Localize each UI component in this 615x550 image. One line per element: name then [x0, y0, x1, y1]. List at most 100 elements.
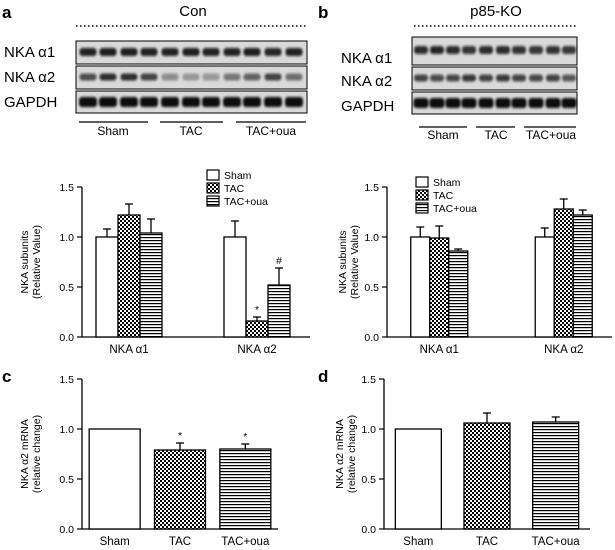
blot-band	[446, 46, 460, 54]
blot-band	[285, 97, 303, 107]
x-category-label: TAC	[476, 536, 498, 548]
y-tick-label: 0.0	[364, 332, 379, 344]
legend-label-sham: Sham	[433, 177, 461, 189]
bar-tac-nka-1	[429, 237, 450, 338]
x-category-label: NKA α1	[420, 344, 459, 356]
legend-label-tac: TAC	[433, 190, 454, 202]
x-category-label: Sham	[403, 536, 433, 548]
bar-tac	[463, 422, 511, 530]
significance-mark: *	[255, 304, 259, 316]
bar-tac-oua	[532, 421, 580, 530]
blot-band	[545, 98, 561, 108]
x-category-label: NKA α2	[237, 344, 276, 356]
panel-letter-c: c	[2, 367, 11, 386]
blot-label-nka-a1: NKA α1	[341, 50, 392, 67]
blot-band	[182, 48, 200, 56]
bar-sham-nka-1	[410, 236, 431, 338]
panel-letter-a: a	[2, 3, 12, 22]
blot-band	[223, 73, 241, 81]
x-category-label: NKA α2	[544, 344, 583, 356]
bar-tac-oua-nka-1	[448, 250, 469, 338]
legend-label-tac-oua: TAC+oua	[433, 203, 477, 215]
y-axis-label-line1: NKA α2 mRNA	[19, 419, 31, 489]
blot-band	[264, 97, 282, 107]
bar-sham-nka-2	[534, 236, 555, 338]
western-blot-image	[75, 40, 308, 114]
bar-tac-nka-2	[553, 208, 574, 338]
blot-band	[202, 73, 220, 81]
blot-band	[223, 48, 241, 56]
y-axis-label-line2: (Relative Value)	[349, 225, 361, 299]
bar-tac-oua-nka-1	[139, 232, 163, 338]
blot-band	[512, 74, 526, 82]
blot-band	[161, 97, 179, 107]
blot-band	[414, 74, 428, 82]
blot-band	[462, 74, 476, 82]
y-axis-label-line2: (Relative Value)	[31, 225, 43, 299]
blot-band	[120, 73, 138, 81]
blot-band	[99, 48, 117, 56]
blot-band	[79, 97, 97, 107]
condition-title-p85-ko: p85-KO	[470, 3, 522, 20]
bar-tac-oua-nka-2	[267, 284, 291, 338]
y-tick-label: 1.0	[59, 232, 74, 244]
blot-band	[182, 73, 200, 81]
bar-sham-nka-1	[95, 236, 119, 338]
y-tick-label: 1.0	[364, 232, 379, 244]
legend-swatch-tac	[206, 182, 220, 194]
y-tick-label: 1.5	[364, 182, 379, 194]
blot-band	[120, 97, 138, 107]
legend-label-tac-oua: TAC+oua	[224, 196, 268, 208]
significance-mark: #	[276, 255, 282, 267]
blot-band	[202, 97, 220, 107]
y-tick-label: 1.5	[361, 374, 376, 386]
chart-c-nka-a2-mrna-con: 0.0 0.5 1.0 1.5 NKA α2 mRNA (relative change)…	[19, 374, 278, 548]
y-axis-label-line1: NKA subunits	[19, 230, 31, 293]
blot-band	[430, 74, 444, 82]
y-tick-label: 1.5	[59, 374, 74, 386]
blot-band	[413, 98, 429, 108]
y-axis-label-line2: (relative change)	[346, 415, 358, 493]
blot-band	[429, 98, 445, 108]
chart-b-nka-subunits-p85-ko: 0.0 0.5 1.0 1.5 NKA subunits (Relative Value)…	[337, 176, 612, 356]
bar-sham	[88, 428, 141, 530]
blot-band	[182, 97, 200, 107]
blot-band	[496, 74, 510, 82]
y-axis-label-line1: NKA α2 mRNA	[334, 419, 346, 489]
blot-band	[445, 98, 461, 108]
blot-band	[161, 48, 179, 56]
bar-sham	[394, 428, 442, 530]
x-category-label: TAC+oua	[221, 536, 270, 548]
y-axis-label-line2: (relative change)	[31, 415, 43, 493]
group-label-tac-oua: TAC+oua	[526, 128, 576, 142]
blot-band	[561, 98, 577, 108]
blot-band	[140, 48, 158, 56]
x-category-label: TAC+oua	[532, 536, 581, 548]
blot-band	[202, 48, 220, 56]
panel-letter-d: d	[318, 367, 328, 386]
x-category-label: NKA α1	[109, 344, 148, 356]
group-label-tac-oua: TAC+oua	[246, 124, 296, 138]
blot-band	[511, 98, 527, 108]
y-tick-label: 1.0	[59, 424, 74, 436]
blot-band	[161, 73, 179, 81]
legend-label-tac: TAC	[224, 183, 245, 195]
blot-band	[546, 74, 560, 82]
x-category-label: TAC	[169, 536, 191, 548]
group-label-tac: TAC	[179, 124, 202, 138]
x-category-label: Sham	[100, 536, 130, 548]
blot-band	[461, 98, 477, 108]
blot-label-gapdh: GAPDH	[4, 94, 57, 111]
y-tick-label: 1.5	[59, 182, 74, 194]
blot-band	[285, 48, 303, 56]
y-tick-label: 0.5	[364, 282, 379, 294]
y-tick-label: 0.0	[59, 332, 74, 344]
legend-swatch-sham	[415, 176, 429, 188]
blot-band	[529, 74, 543, 82]
blot-band	[495, 98, 511, 108]
y-tick-label: 0.5	[59, 282, 74, 294]
bar-tac	[153, 449, 207, 530]
western-blot-image	[411, 36, 578, 115]
blot-band	[99, 73, 117, 81]
